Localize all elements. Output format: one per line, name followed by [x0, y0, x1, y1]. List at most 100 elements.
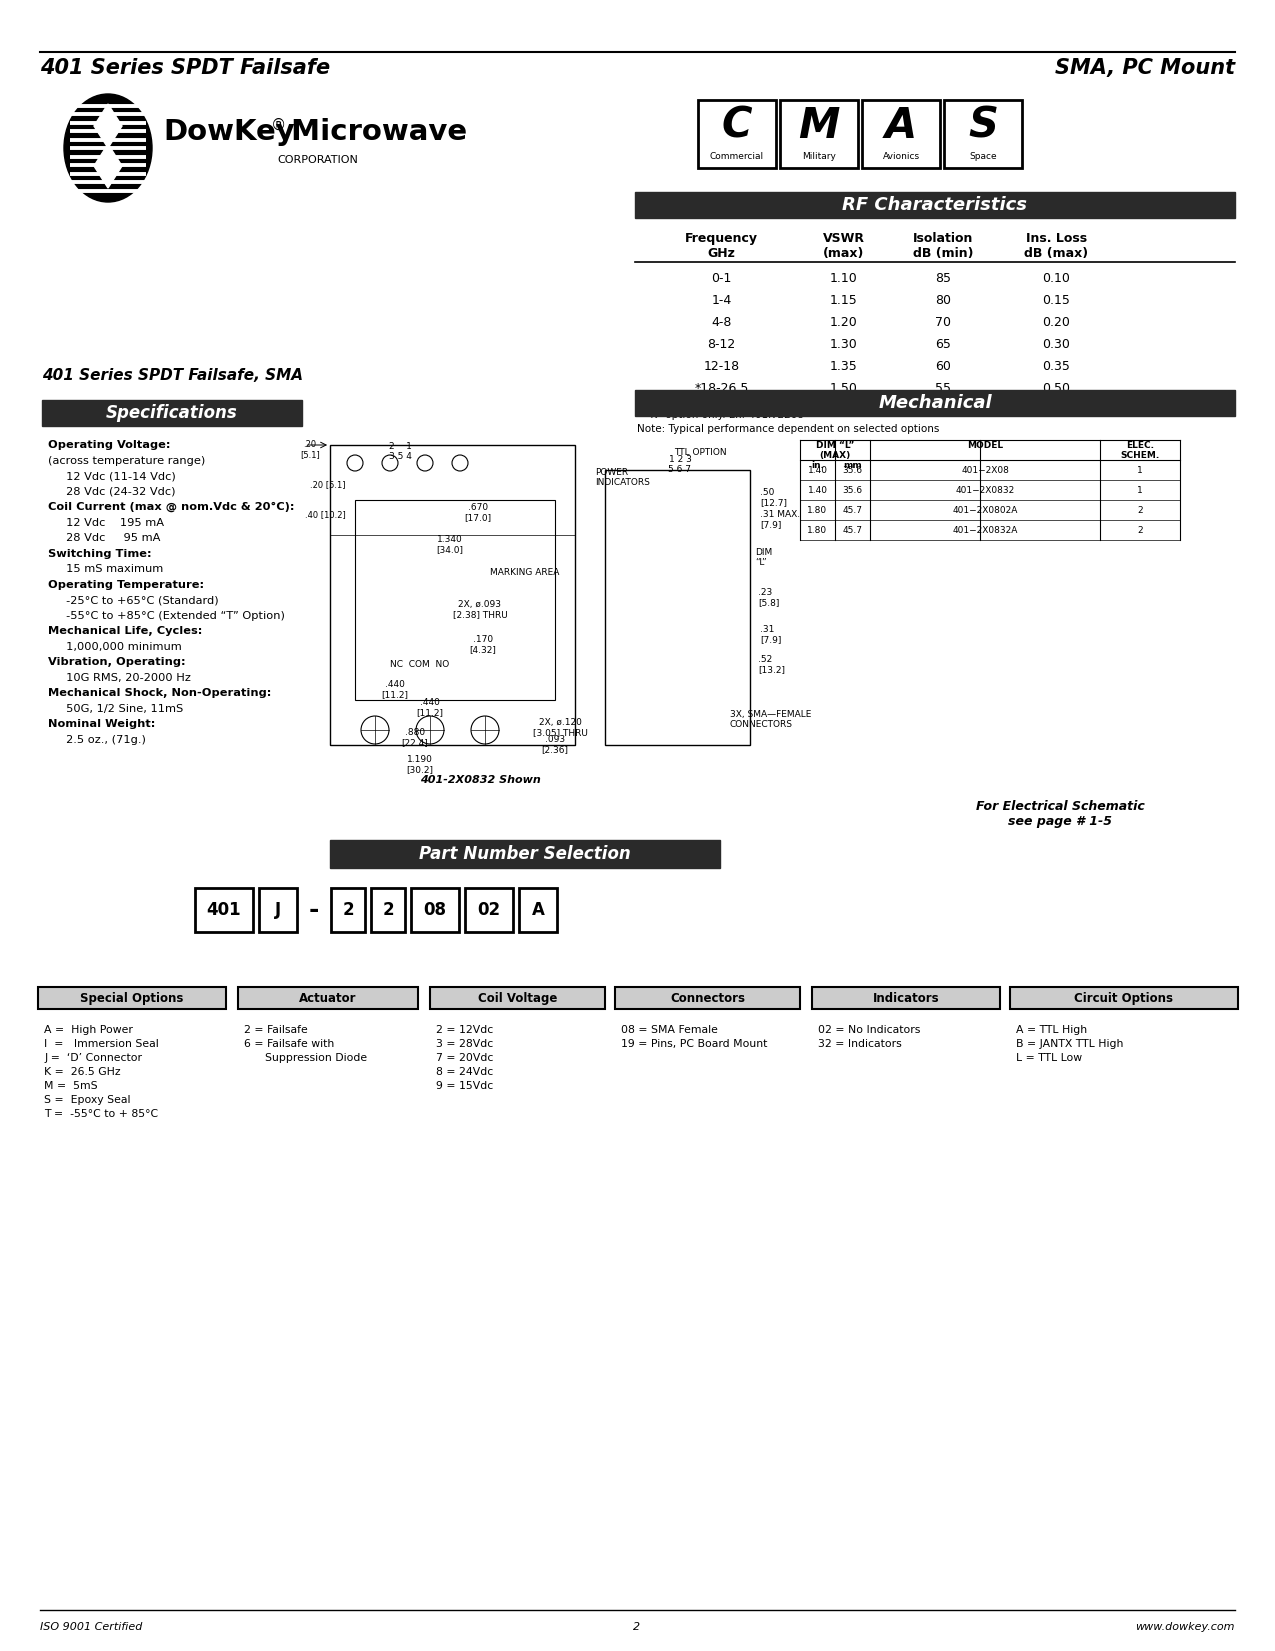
Text: 85: 85	[935, 272, 951, 286]
Text: Frequency
GHz: Frequency GHz	[685, 233, 759, 259]
Text: Circuit Options: Circuit Options	[1075, 992, 1173, 1004]
Text: 2 = 12Vdc: 2 = 12Vdc	[436, 1025, 493, 1035]
Text: (across temperature range): (across temperature range)	[48, 456, 205, 466]
Text: Microwave: Microwave	[280, 117, 467, 145]
Text: 2 = Failsafe: 2 = Failsafe	[244, 1025, 307, 1035]
Text: Mechanical Life, Cycles:: Mechanical Life, Cycles:	[48, 626, 203, 636]
Text: S: S	[968, 106, 998, 147]
Text: Part Number Selection: Part Number Selection	[419, 845, 631, 863]
Text: 0.10: 0.10	[1043, 272, 1071, 286]
Text: 0.15: 0.15	[1043, 294, 1071, 307]
Text: 401−2X08: 401−2X08	[961, 466, 1009, 474]
Text: 9 = 15Vdc: 9 = 15Vdc	[436, 1081, 493, 1091]
Text: 2.5 oz., (71g.): 2.5 oz., (71g.)	[48, 735, 145, 745]
Text: T =  -55°C to + 85°C: T = -55°C to + 85°C	[45, 1109, 158, 1119]
Text: 401−2X0832A: 401−2X0832A	[952, 525, 1017, 535]
Text: 1.30: 1.30	[830, 338, 858, 352]
Bar	[42, 400, 302, 426]
Text: J: J	[275, 901, 280, 920]
Text: SMA, PC Mount: SMA, PC Mount	[1054, 58, 1235, 78]
Text: 1: 1	[1137, 466, 1142, 474]
Text: 35.6: 35.6	[843, 466, 863, 474]
Text: 7 = 20Vdc: 7 = 20Vdc	[436, 1053, 493, 1063]
Text: 1: 1	[1137, 485, 1142, 495]
Text: 1-4: 1-4	[711, 294, 732, 307]
Text: S =  Epoxy Seal: S = Epoxy Seal	[45, 1095, 130, 1105]
Text: ISO 9001 Certified: ISO 9001 Certified	[40, 1621, 143, 1631]
Ellipse shape	[64, 94, 152, 201]
Text: DIM “L”
(MAX): DIM “L” (MAX)	[816, 441, 854, 461]
Text: 02: 02	[477, 901, 501, 920]
Text: A = TTL High: A = TTL High	[1016, 1025, 1088, 1035]
Text: Mechanical: Mechanical	[878, 395, 992, 413]
Text: Ins. Loss
dB (max): Ins. Loss dB (max)	[1024, 233, 1089, 259]
Text: -: -	[309, 898, 319, 921]
Bar	[330, 840, 720, 868]
Text: Coil Current (max @ nom.Vdc & 20°C):: Coil Current (max @ nom.Vdc & 20°C):	[48, 502, 295, 512]
Text: K =  26.5 GHz: K = 26.5 GHz	[45, 1067, 121, 1076]
Bar	[330, 446, 575, 745]
Bar	[332, 888, 365, 933]
Text: .31
[7.9]: .31 [7.9]	[760, 626, 782, 644]
Bar	[862, 101, 940, 168]
Text: 32 = Indicators: 32 = Indicators	[819, 1038, 901, 1048]
Text: Connectors: Connectors	[669, 992, 745, 1004]
Text: .670
[17.0]: .670 [17.0]	[464, 504, 492, 522]
Text: 0.20: 0.20	[1043, 315, 1071, 329]
Text: 1.340
[34.0]: 1.340 [34.0]	[436, 535, 464, 555]
Text: 45.7: 45.7	[843, 525, 862, 535]
Text: 2: 2	[342, 901, 353, 920]
Text: 19 = Pins, PC Board Mount: 19 = Pins, PC Board Mount	[621, 1038, 768, 1048]
Text: 1 2 3: 1 2 3	[668, 456, 691, 464]
Text: 35.6: 35.6	[843, 485, 863, 495]
Text: Avionics: Avionics	[882, 152, 919, 162]
Bar	[1010, 987, 1238, 1009]
Text: M: M	[798, 106, 840, 147]
Bar	[430, 987, 606, 1009]
Text: 60: 60	[935, 360, 951, 373]
Text: 1.20: 1.20	[830, 315, 858, 329]
Bar	[465, 888, 513, 933]
Text: Suppression Diode: Suppression Diode	[244, 1053, 367, 1063]
Text: Vibration, Operating:: Vibration, Operating:	[48, 657, 186, 667]
Text: Space: Space	[969, 152, 997, 162]
Text: B = JANTX TTL High: B = JANTX TTL High	[1016, 1038, 1123, 1048]
Text: 1.80: 1.80	[807, 505, 827, 515]
Text: 2: 2	[1137, 525, 1142, 535]
Text: CORPORATION: CORPORATION	[278, 155, 358, 165]
Text: Operating Voltage:: Operating Voltage:	[48, 441, 171, 451]
Text: 2X, ø.093
[2.38] THRU: 2X, ø.093 [2.38] THRU	[453, 599, 507, 619]
Text: M =  5mS: M = 5mS	[45, 1081, 98, 1091]
Text: 2    1: 2 1	[389, 442, 412, 451]
Text: 1.80: 1.80	[807, 525, 827, 535]
Bar	[195, 888, 252, 933]
Text: 8 = 24Vdc: 8 = 24Vdc	[436, 1067, 493, 1076]
Text: I  =   Immersion Seal: I = Immersion Seal	[45, 1038, 159, 1048]
Bar	[38, 987, 226, 1009]
Text: 0.35: 0.35	[1043, 360, 1071, 373]
Text: 12 Vdc (11-14 Vdc): 12 Vdc (11-14 Vdc)	[48, 471, 176, 480]
Text: 08: 08	[423, 901, 446, 920]
Text: 2: 2	[634, 1621, 640, 1631]
Bar	[944, 101, 1023, 168]
Text: Mechanical Shock, Non-Operating:: Mechanical Shock, Non-Operating:	[48, 688, 272, 698]
Text: 1.10: 1.10	[830, 272, 858, 286]
Bar	[697, 101, 776, 168]
Text: 08 = SMA Female: 08 = SMA Female	[621, 1025, 718, 1035]
Text: 1.190
[30.2]: 1.190 [30.2]	[407, 755, 434, 774]
Text: 65: 65	[935, 338, 951, 352]
Text: 1,000,000 minimum: 1,000,000 minimum	[48, 642, 182, 652]
Text: POWER
INDICATORS: POWER INDICATORS	[595, 467, 650, 487]
Text: .23
[5.8]: .23 [5.8]	[759, 588, 779, 608]
Text: 10G RMS, 20-2000 Hz: 10G RMS, 20-2000 Hz	[48, 672, 191, 682]
Text: .50
[12.7]: .50 [12.7]	[760, 489, 787, 507]
Text: C: C	[722, 106, 752, 147]
Text: 1.50: 1.50	[830, 381, 858, 395]
Text: Specifications: Specifications	[106, 404, 238, 423]
Text: Note: Typical performance dependent on selected options: Note: Typical performance dependent on s…	[638, 424, 940, 434]
Text: 3X, SMA—FEMALE
CONNECTORS: 3X, SMA—FEMALE CONNECTORS	[731, 710, 811, 730]
Text: .440
[11.2]: .440 [11.2]	[417, 698, 444, 718]
Bar	[606, 471, 750, 745]
Text: mm: mm	[843, 461, 862, 471]
Text: Coil Voltage: Coil Voltage	[478, 992, 557, 1004]
